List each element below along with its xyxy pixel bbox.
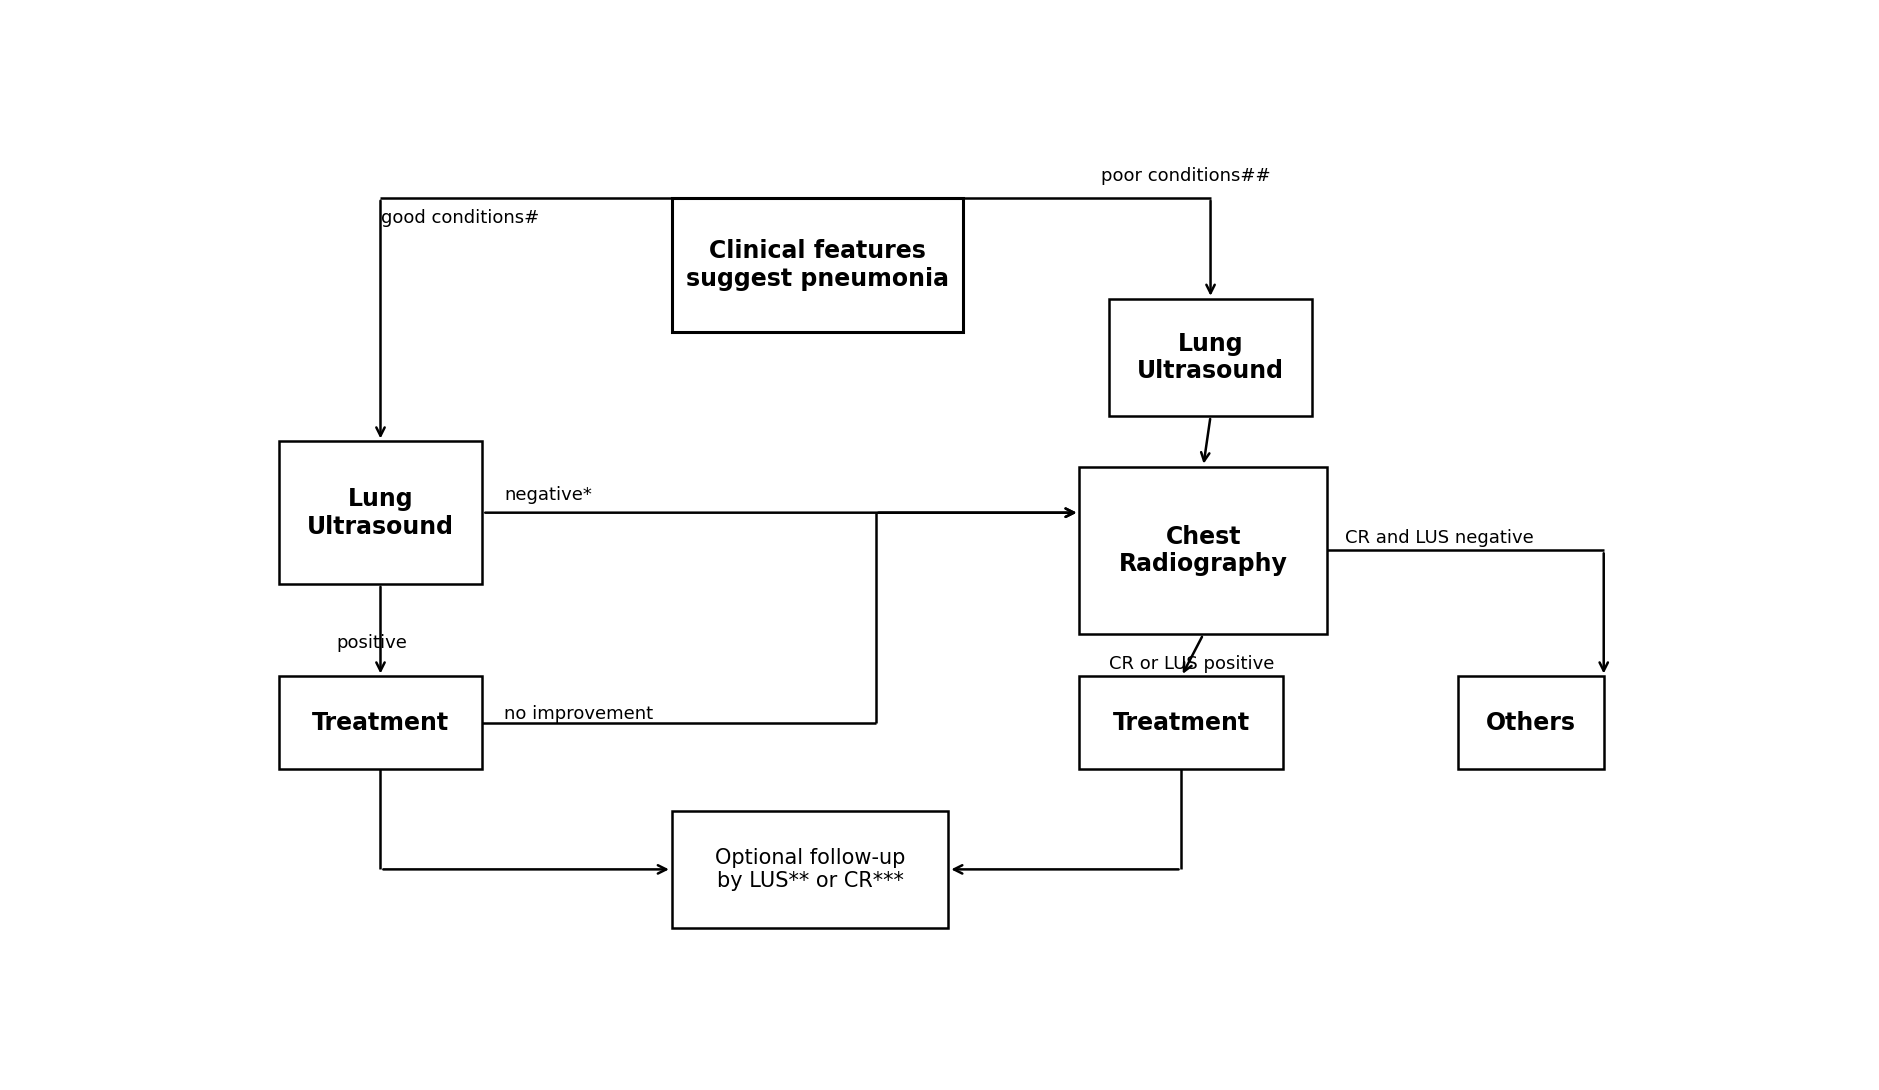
- FancyBboxPatch shape: [673, 811, 949, 928]
- Text: Treatment: Treatment: [312, 711, 449, 735]
- Text: Optional follow-up
by LUS** or CR***: Optional follow-up by LUS** or CR***: [714, 848, 906, 891]
- Text: Clinical features
suggest pneumonia: Clinical features suggest pneumonia: [686, 239, 949, 291]
- Text: Chest
Radiography: Chest Radiography: [1118, 524, 1287, 577]
- Text: negative*: negative*: [504, 486, 592, 505]
- FancyBboxPatch shape: [673, 198, 962, 332]
- FancyBboxPatch shape: [1079, 467, 1327, 634]
- Text: CR and LUS negative: CR and LUS negative: [1345, 529, 1533, 547]
- Text: Others: Others: [1486, 711, 1576, 735]
- Text: Treatment: Treatment: [1112, 711, 1250, 735]
- FancyBboxPatch shape: [1458, 676, 1603, 768]
- FancyBboxPatch shape: [1109, 299, 1312, 416]
- FancyBboxPatch shape: [278, 441, 483, 584]
- Text: poor conditions##: poor conditions##: [1101, 168, 1270, 185]
- Text: Lung
Ultrasound: Lung Ultrasound: [1137, 331, 1283, 384]
- Text: no improvement: no improvement: [504, 705, 654, 723]
- FancyBboxPatch shape: [1079, 676, 1283, 768]
- Text: CR or LUS positive: CR or LUS positive: [1109, 655, 1274, 673]
- Text: Lung
Ultrasound: Lung Ultrasound: [306, 487, 455, 538]
- Text: good conditions#: good conditions#: [381, 209, 539, 228]
- Text: positive: positive: [336, 633, 408, 652]
- FancyBboxPatch shape: [278, 676, 483, 768]
